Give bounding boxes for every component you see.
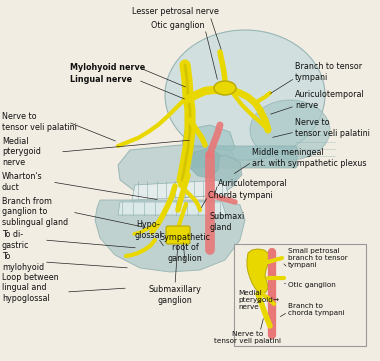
Polygon shape — [118, 202, 226, 215]
Text: Branch from
ganglion to
sublingual gland: Branch from ganglion to sublingual gland — [2, 197, 68, 227]
Text: Nerve to
tensor veli palatini: Nerve to tensor veli palatini — [295, 118, 370, 138]
Text: Loop between
lingual and
hypoglossal: Loop between lingual and hypoglossal — [2, 273, 59, 303]
Polygon shape — [95, 200, 245, 272]
Text: To di-
gastric: To di- gastric — [2, 230, 30, 250]
Polygon shape — [247, 249, 270, 294]
Text: Auriculotemporal
nerve: Auriculotemporal nerve — [295, 90, 365, 110]
Text: Small petrosal
branch to tensor
tympani: Small petrosal branch to tensor tympani — [288, 248, 348, 268]
Text: Medial
pterygoid
nerve: Medial pterygoid nerve — [2, 137, 41, 167]
Text: Middle meningeal
art. with sympathetic plexus: Middle meningeal art. with sympathetic p… — [252, 148, 366, 168]
Text: Otic ganglion: Otic ganglion — [151, 22, 205, 30]
Polygon shape — [204, 155, 242, 182]
Text: Hypo-
glossal: Hypo- glossal — [134, 220, 162, 240]
Text: Chorda tympani: Chorda tympani — [208, 191, 273, 200]
Text: Submaxi
gland: Submaxi gland — [210, 212, 245, 232]
Text: Nerve to
tensor veli palatini: Nerve to tensor veli palatini — [2, 112, 77, 132]
Text: Mylohyoid nerve: Mylohyoid nerve — [70, 64, 145, 73]
Polygon shape — [132, 180, 228, 200]
FancyBboxPatch shape — [193, 146, 297, 168]
Text: Medial
pterygoid→
nerve: Medial pterygoid→ nerve — [238, 290, 279, 310]
Ellipse shape — [250, 100, 330, 160]
Text: Sympathetic
root of
ganglion: Sympathetic root of ganglion — [160, 233, 211, 263]
Text: To
mylohyoid: To mylohyoid — [2, 252, 44, 272]
Text: Otic ganglion: Otic ganglion — [288, 282, 336, 288]
Text: Lingual nerve: Lingual nerve — [70, 75, 132, 84]
Text: Branch to
chorda tympani: Branch to chorda tympani — [288, 304, 345, 317]
Text: Nerve to
tensor veli palatini: Nerve to tensor veli palatini — [214, 331, 282, 344]
FancyBboxPatch shape — [234, 244, 366, 346]
Text: Wharton's
duct: Wharton's duct — [2, 172, 43, 192]
Ellipse shape — [214, 81, 236, 95]
Polygon shape — [118, 145, 240, 198]
Text: Auriculotemporal: Auriculotemporal — [218, 179, 288, 188]
FancyBboxPatch shape — [166, 226, 190, 244]
Text: Lesser petrosal nerve: Lesser petrosal nerve — [131, 8, 218, 17]
Text: Submaxillary
ganglion: Submaxillary ganglion — [149, 285, 201, 305]
Polygon shape — [188, 148, 220, 178]
Ellipse shape — [165, 30, 325, 160]
Text: Branch to tensor
tympani: Branch to tensor tympani — [295, 62, 362, 82]
Polygon shape — [182, 125, 235, 158]
